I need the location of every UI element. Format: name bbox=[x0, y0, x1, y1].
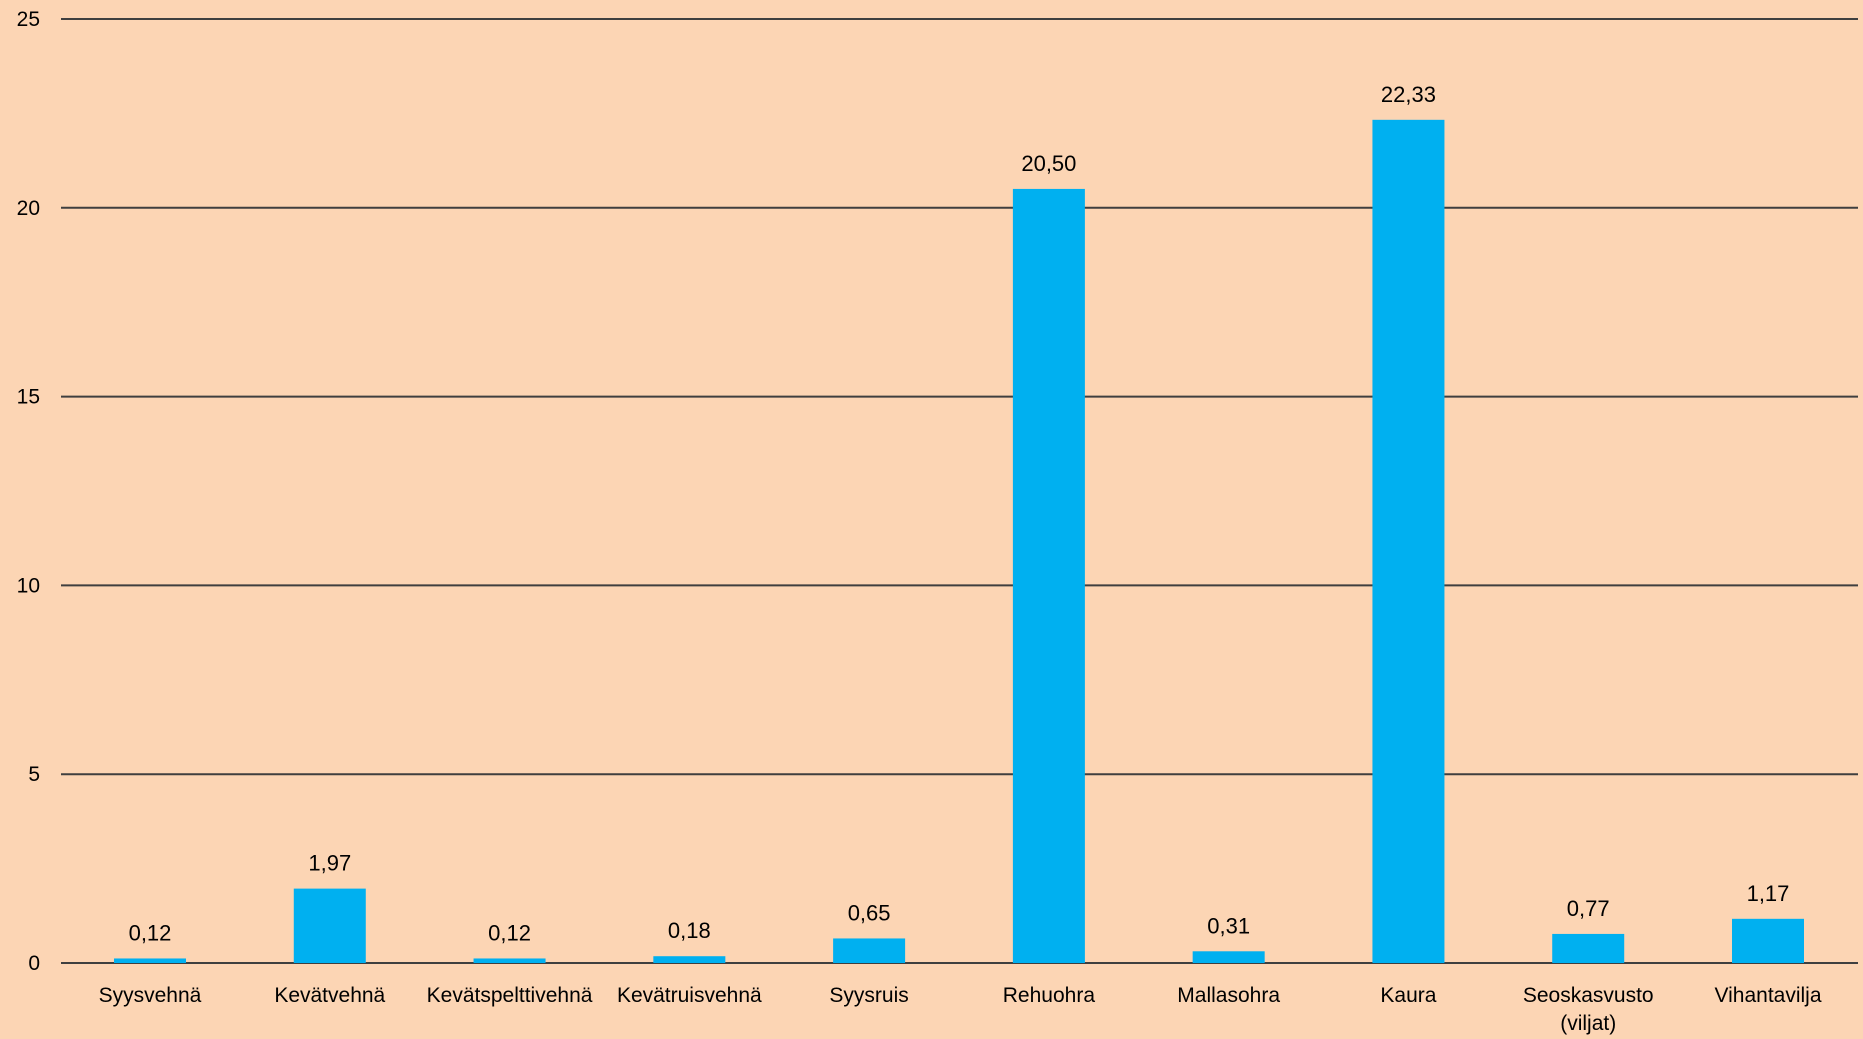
category-label-1: Kevätvehnä bbox=[274, 984, 385, 1007]
bar-1 bbox=[293, 888, 366, 963]
data-labels: 0,12 1,97 0,12 0,18 0,65 20,50 0,31 22,33 0,77 1,… bbox=[129, 82, 1790, 946]
y-axis-ticks: 0 5 10 15 20 25 bbox=[17, 8, 40, 975]
bar-6 bbox=[1192, 951, 1265, 963]
data-label-3: 0,18 bbox=[668, 918, 711, 943]
y-tick-label-5: 5 bbox=[28, 763, 40, 786]
data-label-5: 20,50 bbox=[1021, 151, 1076, 176]
bars bbox=[114, 119, 1804, 964]
bar-2 bbox=[473, 958, 546, 963]
bar-7 bbox=[1372, 119, 1445, 963]
category-label-4: Syysruis bbox=[829, 984, 908, 1007]
category-label-5: Rehuohra bbox=[1003, 984, 1096, 1007]
category-label-6: Mallasohra bbox=[1177, 984, 1280, 1007]
category-label-3: Kevätruisvehnä bbox=[617, 984, 762, 1007]
bar-0 bbox=[114, 958, 186, 963]
data-label-0: 0,12 bbox=[129, 920, 172, 945]
data-label-8: 0,77 bbox=[1567, 896, 1610, 921]
category-label-8-line-1: (viljat) bbox=[1560, 1012, 1616, 1035]
bar-4 bbox=[833, 938, 906, 963]
y-tick-label-10: 10 bbox=[17, 574, 40, 597]
category-label-0: Syysvehnä bbox=[99, 984, 202, 1007]
bar-3 bbox=[653, 956, 726, 963]
category-label-9: Vihantavilja bbox=[1714, 984, 1821, 1007]
bar-8 bbox=[1552, 933, 1625, 963]
data-label-6: 0,31 bbox=[1207, 913, 1250, 938]
data-label-9: 1,17 bbox=[1747, 881, 1790, 906]
data-label-1: 1,97 bbox=[308, 851, 351, 876]
y-tick-label-20: 20 bbox=[17, 197, 40, 220]
y-tick-label-25: 25 bbox=[17, 8, 40, 31]
y-tick-label-15: 15 bbox=[17, 386, 40, 409]
data-label-2: 0,12 bbox=[488, 920, 531, 945]
bar-5 bbox=[1012, 188, 1085, 964]
data-label-4: 0,65 bbox=[848, 900, 891, 925]
bar-9 bbox=[1732, 918, 1804, 963]
category-label-8-line-0: Seoskasvusto bbox=[1523, 984, 1654, 1007]
data-label-7: 22,33 bbox=[1381, 82, 1436, 107]
category-label-7: Kaura bbox=[1380, 984, 1436, 1007]
x-axis-categories: Syysvehnä Kevätvehnä Kevätspelttivehnä Kevä… bbox=[99, 984, 1822, 1035]
category-label-2: Kevätspelttivehnä bbox=[427, 984, 593, 1007]
grid-lines bbox=[61, 18, 1858, 964]
y-tick-label-0: 0 bbox=[28, 952, 40, 975]
